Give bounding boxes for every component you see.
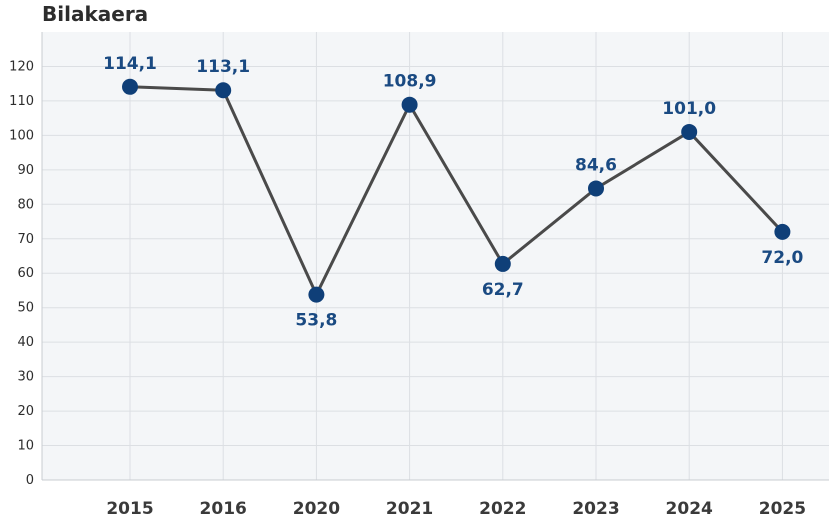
data-point [215, 82, 232, 99]
data-point [588, 180, 604, 197]
x-tick-label: 2021 [386, 499, 433, 519]
y-tick-label: 110 [9, 94, 34, 109]
y-tick-label: 60 [17, 266, 34, 281]
y-tick-label: 90 [17, 163, 34, 178]
data-point [122, 78, 138, 95]
y-tick-label: 20 [17, 404, 34, 419]
data-label: 108,9 [383, 72, 437, 92]
y-tick-label: 50 [17, 301, 34, 316]
data-label: 113,1 [196, 57, 250, 77]
chart-title: Bilakaera [42, 2, 149, 26]
y-tick-label: 80 [17, 197, 34, 212]
data-point [494, 255, 511, 272]
y-tick-label: 30 [17, 370, 34, 385]
data-point [308, 286, 325, 303]
y-tick-label: 120 [9, 59, 34, 74]
data-point [681, 123, 698, 140]
data-point [774, 223, 791, 240]
x-tick-label: 2020 [293, 499, 340, 519]
data-label: 101,0 [662, 99, 716, 119]
data-label: 114,1 [103, 54, 157, 74]
plot-area [42, 32, 829, 480]
x-tick-label: 2016 [200, 499, 247, 519]
x-tick-label: 2023 [572, 499, 619, 519]
x-tick-label: 2024 [666, 499, 713, 519]
data-label: 84,6 [575, 155, 617, 175]
series-line [129, 85, 784, 297]
y-tick-label: 100 [9, 128, 34, 143]
y-tick-label: 10 [17, 439, 34, 454]
data-point [401, 96, 418, 113]
data-label: 62,7 [482, 280, 524, 300]
y-tick-label: 0 [26, 473, 34, 488]
x-tick-label: 2025 [759, 499, 806, 519]
data-label: 53,8 [295, 311, 337, 331]
y-tick-label: 70 [17, 232, 34, 247]
x-tick-label: 2022 [479, 499, 526, 519]
x-tick-label: 2015 [106, 499, 153, 519]
data-label: 72,0 [761, 248, 803, 268]
y-tick-label: 40 [17, 335, 34, 350]
